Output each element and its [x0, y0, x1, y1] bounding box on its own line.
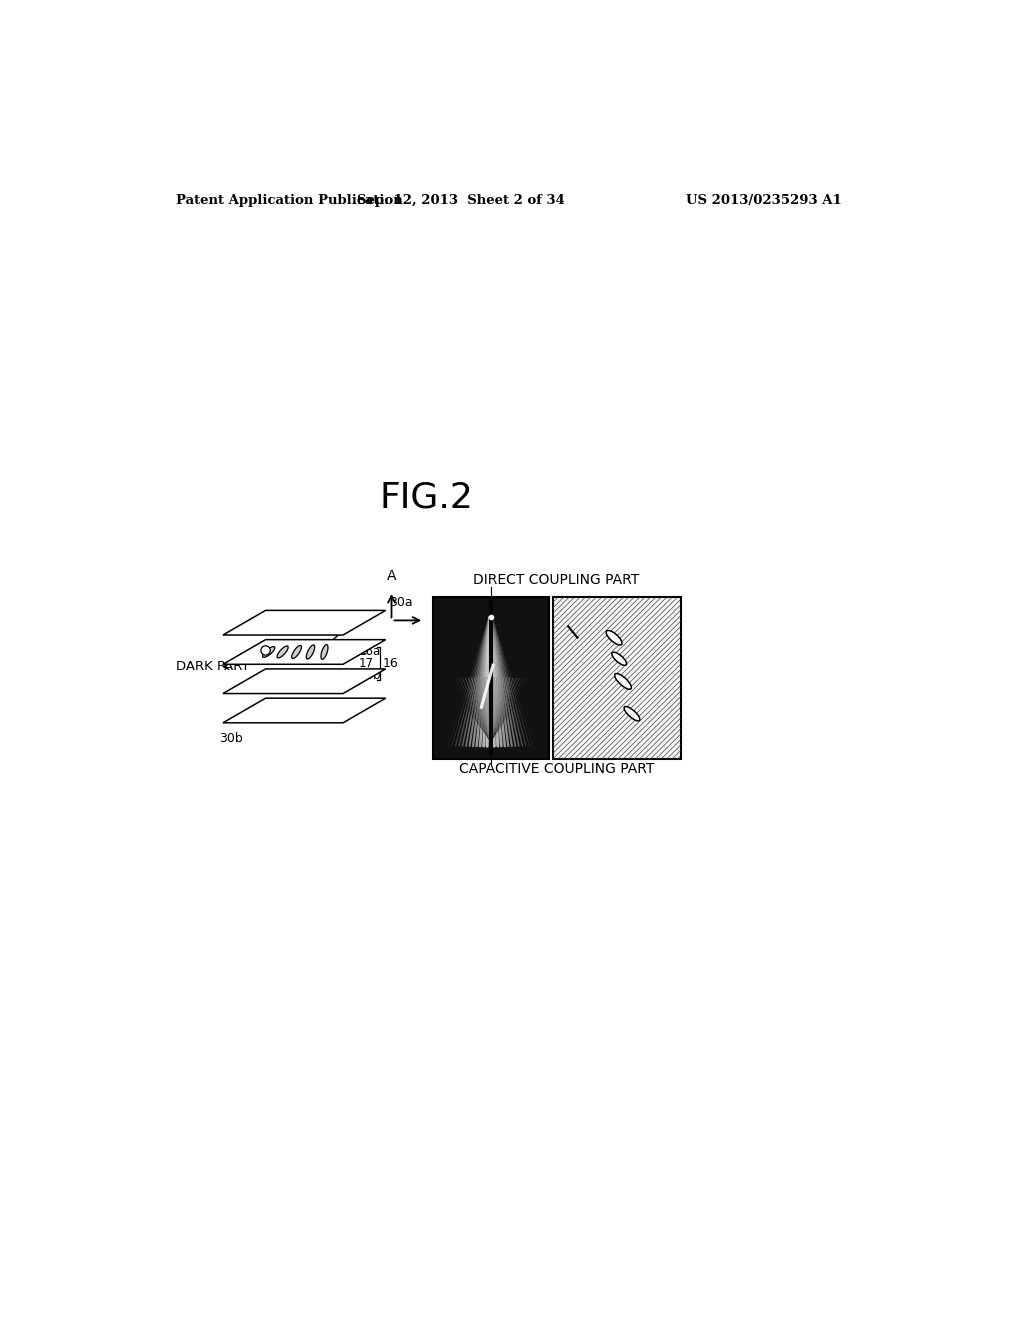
Text: 30b: 30b	[219, 733, 243, 744]
Text: 30a: 30a	[389, 595, 414, 609]
Ellipse shape	[611, 652, 627, 665]
Text: A: A	[387, 569, 396, 583]
Ellipse shape	[262, 647, 274, 657]
Text: Sep. 12, 2013  Sheet 2 of 34: Sep. 12, 2013 Sheet 2 of 34	[357, 194, 565, 207]
Text: DIRECT COUPLING PART: DIRECT COUPLING PART	[473, 573, 640, 587]
Bar	[432, 597, 549, 759]
Text: US 2013/0235293 A1: US 2013/0235293 A1	[686, 194, 842, 207]
Text: P: P	[430, 614, 438, 627]
Ellipse shape	[292, 645, 301, 659]
Text: Patent Application Publication: Patent Application Publication	[176, 194, 402, 207]
Ellipse shape	[625, 706, 640, 721]
Text: 16b: 16b	[359, 669, 382, 682]
Circle shape	[261, 645, 270, 655]
Ellipse shape	[321, 644, 328, 660]
Text: 16: 16	[382, 657, 398, 671]
Text: CAPACITIVE COUPLING PART: CAPACITIVE COUPLING PART	[459, 762, 654, 776]
Text: 16a: 16a	[359, 644, 381, 657]
Ellipse shape	[306, 645, 314, 659]
Text: DARK PART: DARK PART	[176, 660, 250, 673]
Bar	[553, 597, 681, 759]
Ellipse shape	[278, 645, 288, 657]
Polygon shape	[223, 610, 386, 635]
Polygon shape	[223, 669, 386, 693]
Ellipse shape	[614, 673, 632, 689]
Ellipse shape	[606, 631, 622, 645]
Polygon shape	[223, 640, 386, 664]
Polygon shape	[223, 698, 386, 723]
Text: FIG.2: FIG.2	[380, 480, 473, 515]
Text: 17: 17	[359, 657, 374, 671]
